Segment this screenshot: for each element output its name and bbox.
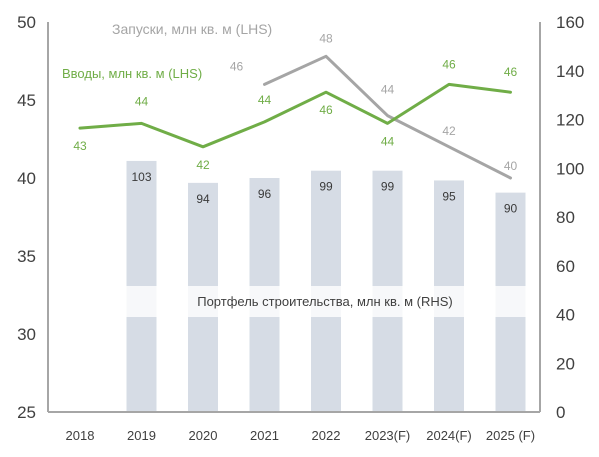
launches-value-label: 40 [504,159,518,173]
x-axis-tick-label: 2022 [312,428,341,443]
completions-value-label: 43 [73,139,87,153]
launches-value-label: 44 [381,83,395,97]
completions-value-label: 46 [504,65,518,79]
x-axis-tick-label: 2019 [127,428,156,443]
completions-value-label: 46 [442,57,456,71]
left-axis-tick-label: 25 [17,403,36,422]
legend-band [58,286,540,317]
labels-layer: 103 94 96 99 99 95 90 Портфель строительства, м… [17,13,584,443]
x-axis-tick-label: 2018 [66,428,95,443]
right-axis-tick-label: 100 [556,159,584,178]
launches-series-label: Запуски, млн кв. м (LHS) [112,21,272,37]
completions-series-label: Вводы, млн кв. м (LHS) [62,66,202,81]
right-axis-tick-label: 120 [556,111,584,130]
completions-value-label: 44 [135,94,149,108]
right-axis-tick-label: 40 [556,306,575,325]
portfolio-bar-label: 99 [319,180,333,194]
completions-line [78,82,512,149]
right-axis-tick-label: 60 [556,257,575,276]
portfolio-bar-label: 96 [258,187,272,201]
x-axis-tick-label: 2021 [250,428,279,443]
launches-line [263,54,512,180]
right-axis-tick-label: 0 [556,403,565,422]
left-axis-tick-label: 50 [17,13,36,32]
completions-value-label: 46 [319,103,333,117]
portfolio-bar-label: 103 [131,170,151,184]
completions-value-label: 44 [258,93,272,107]
x-axis-tick-label: 2020 [189,428,218,443]
portfolio-bar-label: 99 [381,180,395,194]
right-axis-tick-label: 140 [556,62,584,81]
left-axis-tick-label: 35 [17,247,36,266]
x-axis-tick-label: 2023(F) [365,428,411,443]
lines-layer [78,54,512,180]
launches-value-label: 42 [442,124,456,138]
launches-value-label: 48 [319,31,333,45]
axes-layer [47,22,541,413]
portfolio-bar-label: 95 [442,189,456,203]
left-axis-tick-label: 30 [17,325,36,344]
completions-value-label: 44 [381,134,395,148]
portfolio-bar-label: 90 [504,202,518,216]
portfolio-bar-label: 94 [196,192,210,206]
x-axis-tick-label: 2025 (F) [486,428,535,443]
completions-value-label: 42 [196,158,210,172]
right-axis-tick-label: 160 [556,13,584,32]
left-axis-tick-label: 40 [17,169,36,188]
left-axis-tick-label: 45 [17,91,36,110]
right-axis-tick-label: 80 [556,208,575,227]
launches-value-label: 46 [230,59,244,73]
legend-band-layer [58,286,540,317]
right-axis-tick-label: 20 [556,354,575,373]
x-axis-tick-label: 2024(F) [426,428,472,443]
portfolio-series-label: Портфель строительства, млн кв. м (RHS) [197,294,453,309]
